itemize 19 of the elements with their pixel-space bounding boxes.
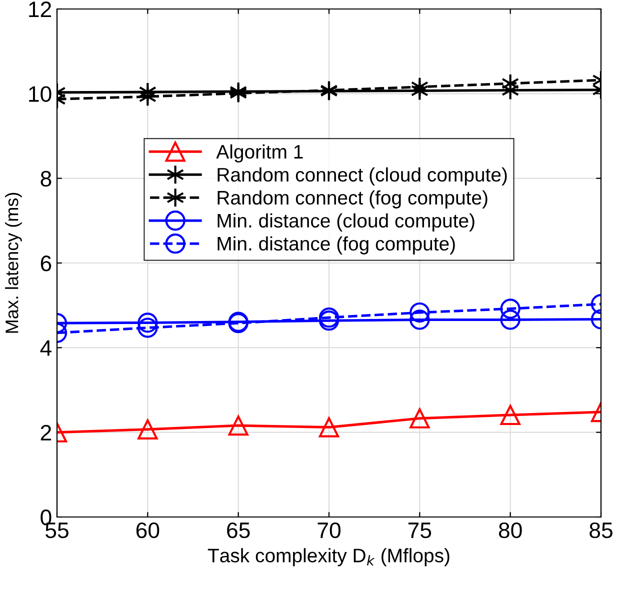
x-tick-label: 75 — [408, 522, 432, 538]
y-tick-label: 2 — [40, 424, 52, 440]
x-tick-label: 70 — [318, 522, 340, 538]
x-tick-label: 85 — [590, 522, 612, 538]
legend-label: Algoritm 1 — [216, 144, 303, 162]
y-tick-label: 4 — [40, 340, 52, 356]
x-tick-label: 60 — [136, 522, 160, 538]
legend-label: Random connect (fog compute) — [218, 190, 488, 208]
y-tick-label: 10 — [29, 86, 52, 102]
y-tick-label: 8 — [40, 170, 52, 187]
x-tick-label: 65 — [227, 522, 250, 538]
y-tick-label: 6 — [40, 256, 52, 272]
legend-label: Min. distance (cloud compute) — [218, 213, 474, 232]
y-axis-title: Max. latency (ms) — [5, 192, 22, 333]
x-tick-label: 80 — [498, 522, 522, 538]
legend-label: Min. distance (fog compute) — [218, 236, 455, 254]
x-axis-title: Task complexity D$_{k}$ (Mflops) — [208, 548, 450, 566]
y-tick-label: 12 — [29, 2, 52, 18]
legend-label: Random connect (cloud compute) — [218, 167, 507, 186]
